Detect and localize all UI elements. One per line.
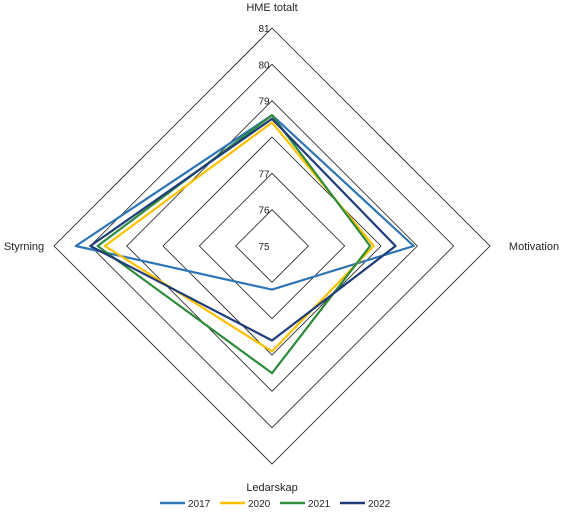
- tick-label: 80: [258, 60, 270, 71]
- radar-series: [74, 114, 415, 375]
- grid-ring: [89, 63, 455, 429]
- legend-label: 2022: [368, 499, 391, 510]
- series-line-2017: [74, 114, 415, 291]
- grid-ring: [53, 27, 491, 465]
- tick-label: 77: [258, 169, 270, 180]
- legend-label: 2020: [248, 499, 271, 510]
- radar-labels: 75 76 77 79 80 81 HME totalt Motivation Ledarska…: [4, 2, 559, 494]
- grid-ring: [235, 209, 309, 283]
- radar-grid: [53, 27, 491, 465]
- series-line-2020: [103, 121, 375, 353]
- grid-ring: [162, 136, 382, 356]
- grid-ring: [198, 172, 346, 320]
- axis-label: Ledarskap: [246, 482, 297, 494]
- axis-label: HME totalt: [246, 2, 297, 14]
- grid-ring: [126, 100, 418, 392]
- tick-label: 81: [258, 24, 270, 35]
- series-line-2021: [96, 114, 372, 375]
- legend-label: 2021: [308, 499, 331, 510]
- legend: 2017 2020 2021 2022: [160, 499, 391, 510]
- legend-label: 2017: [188, 499, 211, 510]
- axis-label: Styrning: [4, 241, 44, 253]
- series-line-2022: [89, 117, 397, 342]
- tick-label: 75: [258, 242, 270, 253]
- axis-label: Motivation: [509, 241, 559, 253]
- tick-label: 76: [258, 206, 270, 217]
- tick-label: 79: [258, 97, 270, 108]
